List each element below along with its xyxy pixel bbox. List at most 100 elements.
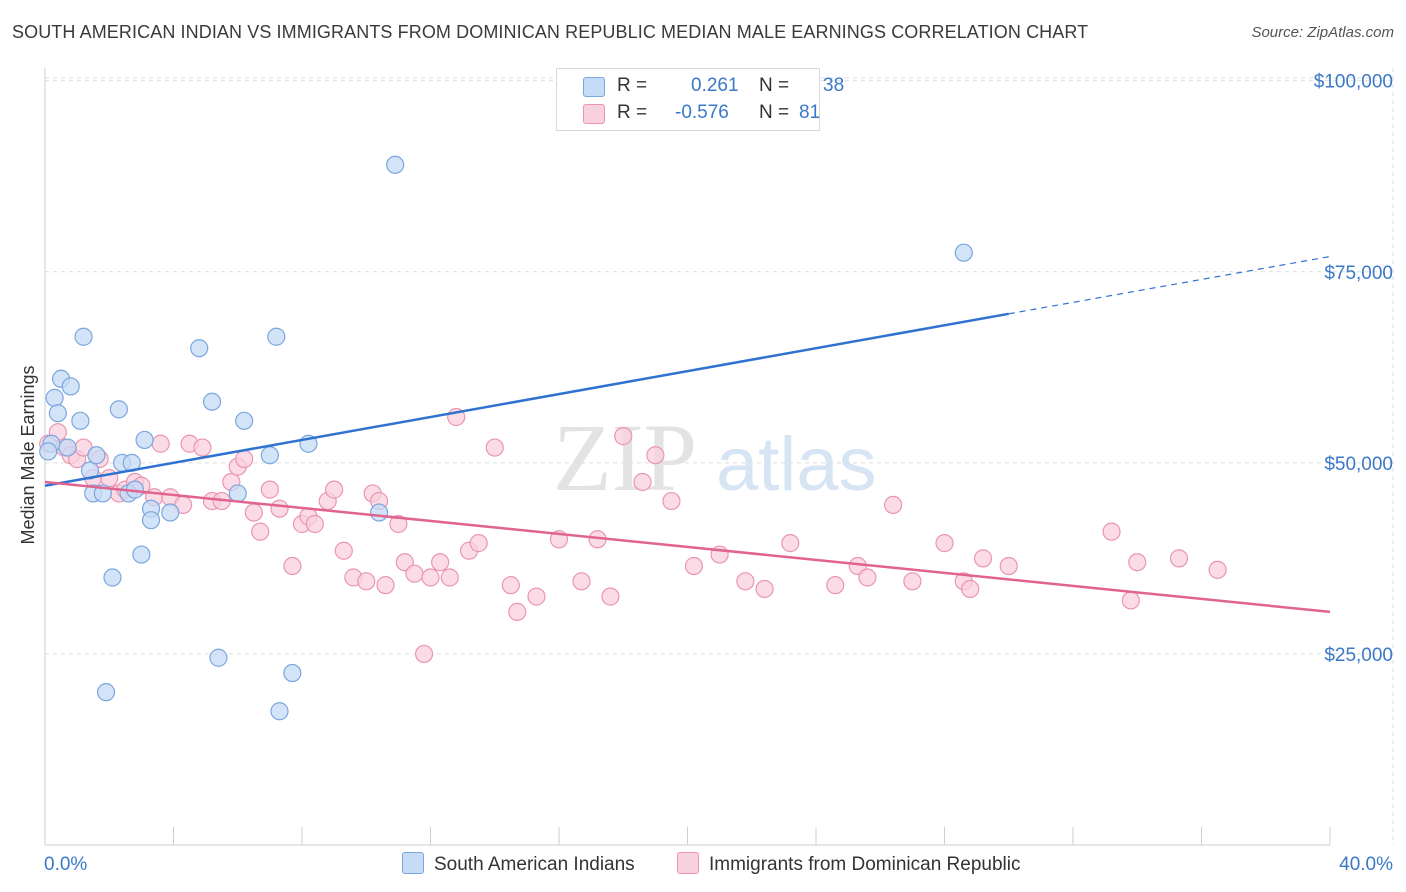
point-south-american-indians: [370, 503, 389, 522]
point-immigrants-dominican-republic: [755, 579, 774, 599]
point-immigrants-dominican-republic: [405, 564, 424, 583]
legend-n-value: 81: [799, 102, 821, 123]
point-immigrants-dominican-republic: [684, 556, 704, 576]
point-immigrants-dominican-republic: [781, 534, 800, 553]
trend-line-extension-south-american-indians: [1008, 255, 1331, 315]
point-immigrants-dominican-republic: [1128, 553, 1147, 572]
point-immigrants-dominican-republic: [440, 568, 459, 587]
point-immigrants-dominican-republic: [357, 572, 376, 591]
bottom-legend-immigrants-dominican-republic: Immigrants from Dominican Republic: [677, 852, 1021, 876]
immigrants-dominican-republic-points: [39, 407, 1227, 664]
point-immigrants-dominican-republic: [662, 491, 681, 511]
legend-r-value: -0.576: [675, 102, 729, 123]
legend-n-label: N =: [759, 102, 790, 123]
point-immigrants-dominican-republic: [193, 438, 212, 457]
point-immigrants-dominican-republic: [376, 576, 395, 595]
x-tick-label: 40.0%: [1339, 854, 1393, 875]
point-south-american-indians: [74, 327, 93, 346]
bottom-legend-swatch-pink: [677, 852, 699, 874]
point-south-american-indians: [141, 511, 161, 530]
legend-r-label: R =: [617, 102, 648, 123]
point-immigrants-dominican-republic: [826, 576, 845, 595]
y-tick-labels: $25,000 $50,000 $75,000 $100,000: [1314, 72, 1393, 666]
point-south-american-indians: [209, 648, 228, 667]
point-immigrants-dominican-republic: [903, 572, 922, 591]
point-south-american-indians: [267, 327, 286, 346]
bottom-legend-swatch-blue: [402, 852, 424, 874]
watermark: ZIP atlas: [553, 404, 877, 511]
point-immigrants-dominican-republic: [633, 472, 652, 492]
point-immigrants-dominican-republic: [469, 534, 488, 553]
point-south-american-indians: [270, 702, 289, 721]
point-immigrants-dominican-republic: [1169, 549, 1189, 568]
bottom-legend-south-american-indians: South American Indians: [402, 852, 635, 876]
watermark-atlas: atlas: [716, 422, 877, 507]
legend-r-label: R =: [617, 75, 648, 96]
point-immigrants-dominican-republic: [235, 449, 254, 469]
point-immigrants-dominican-republic: [858, 568, 877, 587]
point-immigrants-dominican-republic: [270, 499, 289, 518]
point-immigrants-dominican-republic: [1121, 591, 1140, 610]
y-tick-label: $25,000: [1324, 645, 1393, 666]
point-south-american-indians: [190, 339, 209, 358]
point-south-american-indians: [260, 446, 279, 465]
point-south-american-indians: [45, 388, 64, 407]
point-immigrants-dominican-republic: [736, 572, 755, 591]
point-immigrants-dominican-republic: [973, 549, 993, 568]
legend-n-label: N =: [759, 75, 790, 96]
point-south-american-indians: [283, 663, 302, 683]
point-immigrants-dominican-republic: [999, 556, 1018, 576]
point-south-american-indians: [61, 377, 80, 396]
point-immigrants-dominican-republic: [151, 434, 170, 453]
point-south-american-indians: [135, 430, 154, 450]
point-immigrants-dominican-republic: [961, 579, 980, 599]
point-immigrants-dominican-republic: [485, 438, 504, 457]
legend-n-value: 38: [823, 75, 845, 96]
point-south-american-indians: [228, 484, 247, 503]
point-south-american-indians: [132, 545, 151, 564]
legend-swatch-blue: [583, 77, 605, 97]
x-tick-labels: 0.0% 40.0%: [44, 854, 1393, 875]
source-label: Source: ZipAtlas.com: [1251, 24, 1394, 41]
point-south-american-indians: [954, 243, 973, 262]
point-south-american-indians: [103, 568, 122, 587]
point-immigrants-dominican-republic: [283, 556, 302, 576]
x-tick-label: 0.0%: [44, 854, 87, 875]
y-tick-label: $75,000: [1324, 263, 1393, 284]
point-south-american-indians: [235, 411, 254, 430]
point-immigrants-dominican-republic: [305, 514, 324, 534]
point-south-american-indians: [71, 411, 90, 430]
point-immigrants-dominican-republic: [421, 568, 440, 587]
point-immigrants-dominican-republic: [260, 480, 279, 499]
point-immigrants-dominican-republic: [614, 427, 633, 446]
point-south-american-indians: [48, 404, 67, 423]
bottom-legend-label-blue: South American Indians: [434, 854, 635, 875]
point-immigrants-dominican-republic: [431, 553, 450, 572]
point-south-american-indians: [386, 155, 405, 174]
point-south-american-indians: [96, 683, 116, 702]
chart-title: SOUTH AMERICAN INDIAN VS IMMIGRANTS FROM…: [12, 22, 1089, 42]
point-immigrants-dominican-republic: [1102, 522, 1121, 541]
point-immigrants-dominican-republic: [389, 514, 408, 534]
point-immigrants-dominican-republic: [501, 576, 520, 595]
point-immigrants-dominican-republic: [1208, 560, 1227, 579]
bottom-legend-label-pink: Immigrants from Dominican Republic: [709, 854, 1021, 875]
point-south-american-indians: [39, 442, 58, 461]
legend-r-value: 0.261: [691, 75, 739, 96]
y-tick-label: $100,000: [1314, 72, 1393, 93]
point-south-american-indians: [161, 503, 180, 522]
point-south-american-indians: [58, 438, 77, 457]
point-south-american-indians: [202, 392, 222, 411]
correlation-legend: R = 0.261 N = 38 R = -0.576 N = 81: [556, 68, 844, 131]
point-immigrants-dominican-republic: [508, 602, 527, 621]
y-axis-label: Median Male Earnings: [18, 365, 38, 544]
trend-line-immigrants-dominican-republic: [44, 480, 1331, 614]
point-immigrants-dominican-republic: [325, 480, 344, 499]
point-immigrants-dominican-republic: [251, 522, 270, 541]
point-immigrants-dominican-republic: [883, 495, 903, 514]
point-south-american-indians: [87, 446, 106, 465]
trend-lines: [44, 255, 1331, 614]
point-immigrants-dominican-republic: [935, 534, 954, 553]
trend-line-south-american-indians: [44, 312, 1009, 488]
